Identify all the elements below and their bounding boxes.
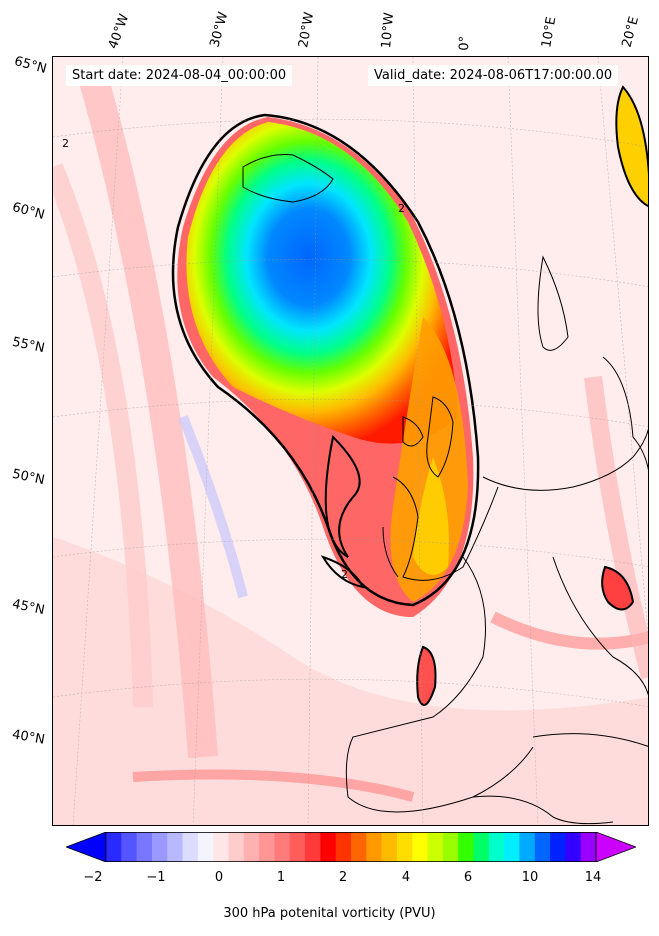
colorbar-segment xyxy=(106,832,122,862)
lat-label-65n: 65°N xyxy=(12,54,49,77)
lon-label-20w: 20°W xyxy=(296,11,318,50)
colorbar-tick: 4 xyxy=(401,870,411,885)
colorbar-tick: 2 xyxy=(338,870,348,885)
colorbar-segment xyxy=(259,832,275,862)
pv-field xyxy=(53,57,648,825)
colorbar-label: 300 hPa potenital vorticity (PVU) xyxy=(223,906,436,921)
lon-label-20e: 20°E xyxy=(619,14,643,50)
colorbar-segment xyxy=(534,832,551,862)
colorbar-segment xyxy=(488,832,505,862)
colorbar-tick: 14 xyxy=(584,870,602,885)
colorbar-segment xyxy=(289,832,306,862)
colorbar-segment xyxy=(412,832,429,862)
colorbar-segment xyxy=(351,832,367,862)
start-date-label: Start date: 2024-08-04_00:00:00 xyxy=(66,65,293,86)
contour-label: 2 xyxy=(398,202,405,215)
colorbar-extend-min xyxy=(66,832,107,862)
colorbar-segment xyxy=(458,832,474,862)
colorbar-segment xyxy=(197,832,214,862)
colorbar-outline xyxy=(105,832,597,862)
lat-label-60n: 60°N xyxy=(10,200,47,223)
colorbar-tick: 1 xyxy=(276,870,286,885)
colorbar-extend-max xyxy=(595,832,636,862)
lon-label-0: 0° xyxy=(457,35,473,51)
pv-map xyxy=(52,56,649,826)
colorbar-segment xyxy=(427,832,444,862)
lat-label-50n: 50°N xyxy=(10,466,46,489)
colorbar-segment xyxy=(121,832,138,862)
lon-label-30w: 30°W xyxy=(207,10,232,49)
colorbar-segment xyxy=(243,832,260,862)
lon-label-10e: 10°E xyxy=(539,15,560,49)
colorbar-segment xyxy=(274,832,291,862)
colorbar-segment xyxy=(213,832,229,862)
colorbar-segment xyxy=(473,832,490,862)
colorbar-segment xyxy=(335,832,352,862)
valid-date-label: Valid_date: 2024-08-06T17:00:00.00 xyxy=(368,65,619,86)
colorbar-segment xyxy=(167,832,184,862)
colorbar-tick: 10 xyxy=(521,870,539,885)
colorbar-segment xyxy=(519,832,536,862)
colorbar-segment xyxy=(151,832,168,862)
colorbar xyxy=(66,832,636,862)
colorbar-segment xyxy=(442,832,459,862)
lon-label-10w: 10°W xyxy=(379,11,398,49)
colorbar-segment xyxy=(504,832,520,862)
colorbar-segment xyxy=(320,832,337,862)
colorbar-segment xyxy=(182,832,199,862)
contour-label: 2 xyxy=(341,568,348,581)
lat-label-40n: 40°N xyxy=(10,727,46,748)
lat-label-45n: 45°N xyxy=(10,596,46,619)
lat-label-55n: 55°N xyxy=(10,334,46,357)
colorbar-segment xyxy=(305,832,321,862)
colorbar-segment xyxy=(580,832,597,862)
colorbar-segment xyxy=(550,832,566,862)
colorbar-tick: −2 xyxy=(83,870,103,885)
colorbar-segment xyxy=(565,832,582,862)
contour-label: 2 xyxy=(62,137,69,150)
colorbar-segment xyxy=(381,832,398,862)
colorbar-segment xyxy=(396,832,413,862)
colorbar-segment xyxy=(366,832,383,862)
colorbar-tick: 0 xyxy=(214,870,224,885)
lon-label-40w: 40°W xyxy=(105,12,133,51)
colorbar-segment xyxy=(136,832,153,862)
colorbar-tick: −1 xyxy=(146,870,166,885)
colorbar-tick: 6 xyxy=(463,870,473,885)
colorbar-segment xyxy=(228,832,245,862)
